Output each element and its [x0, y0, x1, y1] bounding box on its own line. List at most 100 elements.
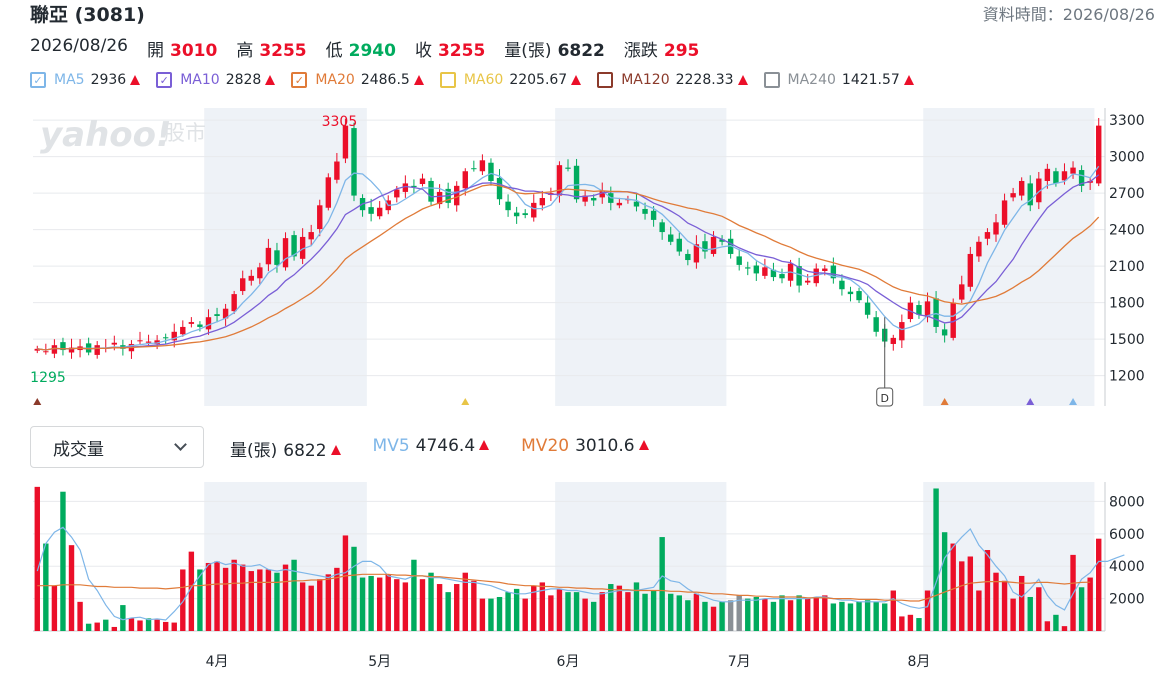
candle-body: [856, 291, 862, 301]
volume-bar: [813, 596, 819, 631]
candle-body: [394, 189, 400, 198]
candle: [171, 323, 177, 348]
candle: [659, 219, 665, 240]
candle: [368, 198, 374, 222]
candle: [145, 334, 152, 347]
volume-bar: [856, 601, 862, 631]
volume-bar: [428, 572, 434, 631]
candle-body: [873, 317, 879, 332]
min-price-label: 1295: [30, 370, 66, 386]
candle: [222, 303, 229, 326]
candle-body: [762, 267, 768, 276]
candle-body: [890, 337, 896, 344]
candle: [308, 224, 314, 246]
ma-toggle-ma240[interactable]: MA240 1421.57: [763, 72, 914, 88]
candle: [685, 249, 691, 266]
candle: [984, 228, 991, 246]
candle-body: [34, 348, 40, 351]
checkbox-unchecked-icon[interactable]: [439, 72, 456, 88]
candle: [205, 309, 212, 335]
ma-name: MA240: [787, 72, 836, 88]
candle: [941, 323, 948, 343]
candle-body: [1061, 171, 1068, 181]
price-chart: 1200 1500 1800 2100 2400 2700 3000 3300 yahoo!股市…: [30, 108, 1145, 407]
volume-bar: [916, 618, 922, 631]
candle: [668, 226, 674, 246]
candle-body: [111, 342, 118, 345]
volume-legend: 量(張) 6822 MV5 4746.4 MV20 3010.6: [230, 436, 681, 461]
candle-body: [650, 210, 657, 220]
candle-body: [240, 278, 246, 292]
candle: [342, 118, 349, 164]
ma-toggle-ma10[interactable]: ✓ MA10 2828: [156, 72, 276, 88]
ma-toggle-ma120[interactable]: MA120 2228.33: [597, 72, 748, 88]
candle: [334, 153, 340, 184]
candle: [162, 333, 169, 344]
candle-body: [231, 294, 237, 312]
candle: [967, 246, 974, 292]
checkbox-checked-icon[interactable]: ✓: [156, 72, 173, 88]
candle-body: [573, 165, 580, 200]
volume-bar: [522, 598, 528, 631]
volume-bar: [659, 537, 665, 631]
candle: [950, 298, 956, 341]
volume-bar: [548, 595, 554, 631]
volume-bar: [231, 559, 237, 631]
volume-bar: [847, 603, 854, 631]
volume-bar: [976, 590, 982, 631]
candle-body: [342, 125, 349, 159]
volume-bar: [282, 564, 289, 631]
candle-body: [334, 161, 340, 180]
candle-body: [214, 314, 220, 316]
volume-bar: [128, 618, 135, 631]
volume-bar: [188, 551, 195, 631]
candle-body: [282, 238, 289, 268]
quote-label: 高: [236, 41, 254, 61]
volume-tick-label: 4000: [1109, 559, 1145, 575]
candle-body: [1078, 170, 1085, 186]
volume-legend-item: MV5 4746.4: [373, 436, 490, 461]
checkbox-unchecked-icon[interactable]: [597, 72, 614, 88]
ma-toggle-ma60[interactable]: MA60 2205.67: [439, 72, 582, 88]
candle: [847, 286, 854, 302]
candle-body: [531, 202, 537, 218]
candle-body: [924, 301, 931, 318]
checkbox-checked-icon[interactable]: ✓: [291, 72, 308, 88]
candle: [745, 261, 751, 276]
price-tick-label: 2100: [1109, 259, 1145, 275]
volume-bar: [796, 595, 802, 631]
volume-bar: [1078, 587, 1085, 631]
volume-bar: [222, 567, 229, 631]
candle: [1070, 161, 1076, 179]
candle-body: [933, 298, 939, 327]
price-tick-label: 3300: [1109, 113, 1145, 129]
candle: [753, 261, 760, 281]
up-triangle-icon: [130, 75, 141, 85]
quote-label: 量(張): [504, 41, 552, 61]
volume-bar: [171, 622, 177, 631]
volume-bar: [317, 579, 323, 631]
candle-body: [1053, 171, 1059, 184]
candle-body: [325, 177, 332, 208]
volume-bar: [531, 585, 537, 631]
checkbox-checked-icon[interactable]: ✓: [30, 72, 46, 88]
ma-toggle-ma5[interactable]: ✓ MA5 2936: [30, 72, 141, 88]
ma-toggle-ma20[interactable]: ✓ MA20 2486.5: [291, 72, 424, 88]
candle-body: [197, 324, 203, 327]
indicator-select[interactable]: 成交量: [30, 426, 204, 468]
month-label: 8月: [907, 654, 930, 670]
candle-body: [719, 239, 725, 242]
candle: [676, 232, 682, 256]
candle: [180, 320, 186, 337]
volume-bar: [308, 585, 314, 631]
candle: [376, 201, 383, 220]
candle-body: [804, 280, 811, 283]
up-triangle-icon: [571, 75, 582, 85]
month-label: 7月: [728, 654, 751, 670]
ma-cross-marker: [940, 398, 949, 405]
volume-bar: [385, 574, 391, 631]
candle-body: [796, 266, 802, 286]
checkbox-unchecked-icon[interactable]: [763, 72, 780, 88]
candle: [933, 291, 939, 334]
volume-bar: [436, 584, 443, 631]
